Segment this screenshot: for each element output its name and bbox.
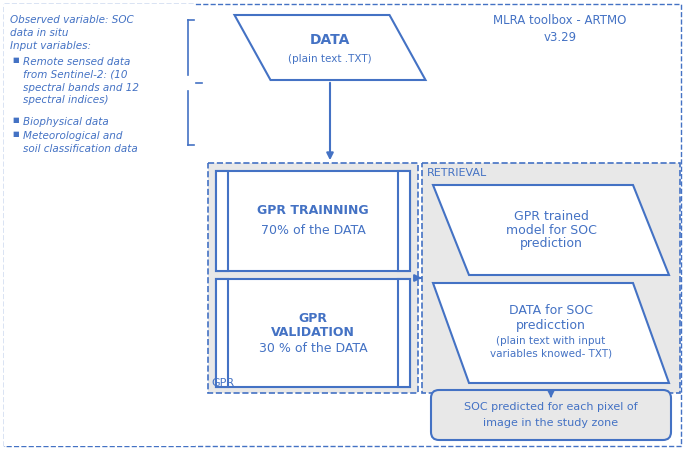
Text: data in situ: data in situ <box>10 28 68 38</box>
Text: Input variables:: Input variables: <box>10 41 91 51</box>
Polygon shape <box>433 283 669 383</box>
Text: Observed variable: SOC: Observed variable: SOC <box>10 15 134 25</box>
Bar <box>208 163 418 393</box>
Text: GPR: GPR <box>299 311 327 324</box>
Text: ■: ■ <box>12 117 18 123</box>
Text: ■: ■ <box>12 57 18 63</box>
Text: Meteorological and
soil classification data: Meteorological and soil classification d… <box>23 131 138 154</box>
Text: Biophysical data: Biophysical data <box>23 117 109 127</box>
Text: predicction: predicction <box>516 319 586 332</box>
Text: DATA for SOC: DATA for SOC <box>509 305 593 318</box>
Bar <box>216 171 228 271</box>
Text: ■: ■ <box>12 131 18 137</box>
Text: GPR: GPR <box>211 378 234 388</box>
FancyBboxPatch shape <box>431 390 671 440</box>
Text: GPR TRAINNING: GPR TRAINNING <box>257 204 369 217</box>
Text: 30 % of the DATA: 30 % of the DATA <box>259 342 367 355</box>
Text: MLRA toolbox - ARTMO
v3.29: MLRA toolbox - ARTMO v3.29 <box>493 14 627 44</box>
Bar <box>216 279 410 387</box>
Text: VALIDATION: VALIDATION <box>271 327 355 339</box>
Bar <box>216 279 228 387</box>
Polygon shape <box>234 15 425 80</box>
Text: GPR trained: GPR trained <box>514 210 588 222</box>
Bar <box>398 279 410 387</box>
Text: 70% of the DATA: 70% of the DATA <box>260 225 365 238</box>
Text: model for SOC: model for SOC <box>506 224 597 237</box>
Bar <box>216 171 410 271</box>
Text: variables knowed- TXT): variables knowed- TXT) <box>490 348 612 358</box>
Bar <box>398 171 410 271</box>
Text: image in the study zone: image in the study zone <box>484 418 619 428</box>
Text: Remote sensed data
from Sentinel-2: (10
spectral bands and 12
spectral indices): Remote sensed data from Sentinel-2: (10 … <box>23 57 139 105</box>
Polygon shape <box>433 185 669 275</box>
Text: (plain text .TXT): (plain text .TXT) <box>288 54 372 64</box>
Bar <box>4 4 195 446</box>
Text: DATA: DATA <box>310 32 350 46</box>
Text: (plain text with input: (plain text with input <box>497 336 606 346</box>
Text: SOC predicted for each pixel of: SOC predicted for each pixel of <box>464 402 638 412</box>
Bar <box>422 163 680 393</box>
Text: RETRIEVAL: RETRIEVAL <box>427 168 487 178</box>
Text: prediction: prediction <box>519 238 582 251</box>
